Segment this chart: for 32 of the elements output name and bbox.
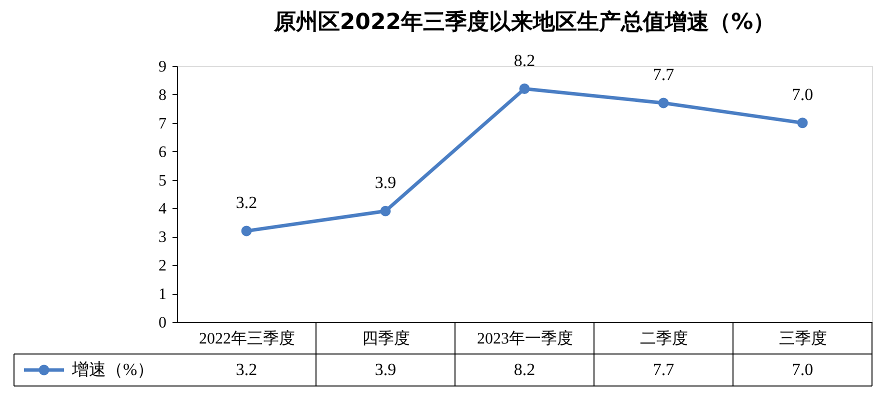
- y-tick-label: 7: [158, 115, 166, 132]
- y-tick-label: 8: [158, 86, 166, 104]
- data-label: 7.7: [652, 360, 675, 379]
- x-tick-label: 三季度: [779, 330, 827, 348]
- x-tick-label: 四季度: [362, 330, 410, 348]
- text: 7.0: [792, 84, 814, 104]
- x-tick-label: 2023年一季度: [477, 330, 573, 348]
- point: [380, 206, 391, 216]
- y-tick-label: 3: [158, 229, 166, 246]
- y-tick-label: 0: [158, 314, 166, 332]
- text: 3.9: [374, 173, 396, 192]
- y-tick-label: 6: [158, 144, 166, 161]
- x-tick-label: 2022年三季度: [199, 330, 295, 348]
- data-label: 8.2: [514, 360, 536, 379]
- point: [658, 98, 669, 108]
- point: [241, 226, 252, 236]
- text: 3.2: [236, 192, 258, 212]
- y-tick-label: 2: [158, 258, 166, 275]
- chart-title: 原州区2022年三季度以来地区生产总值增速（%）: [272, 8, 776, 35]
- data-label: 3.2: [236, 360, 258, 379]
- data-label: 3.9: [374, 360, 396, 379]
- y-tick-label: 5: [158, 172, 166, 190]
- point: [797, 118, 808, 128]
- legend-label: 增速（%）: [71, 360, 154, 379]
- data-label: 7.0: [792, 360, 814, 379]
- point: [519, 84, 530, 94]
- y-tick-label: 9: [158, 58, 166, 76]
- y-tick-label: 1: [158, 286, 166, 304]
- text: 7.7: [652, 64, 674, 84]
- x-tick-label: 二季度: [640, 330, 688, 348]
- y-tick-label: 4: [158, 200, 166, 218]
- text: 8.2: [514, 50, 536, 70]
